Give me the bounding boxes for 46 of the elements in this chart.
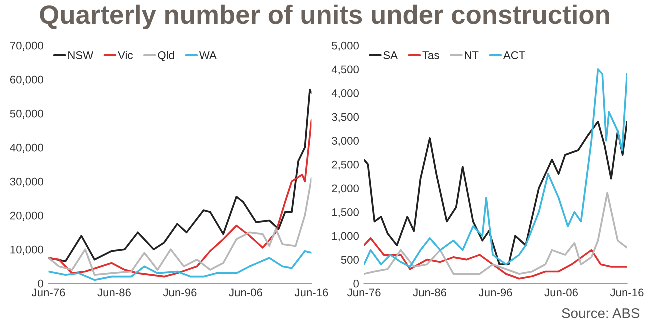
y-tick-label: 60,000 [10, 76, 44, 86]
line-series [364, 68, 628, 268]
y-tick-label: 0 [38, 280, 44, 288]
legend-label: Qld [158, 51, 174, 62]
source-note: Source: ABS [562, 308, 640, 318]
y-tick-label: 4,500 [332, 66, 359, 75]
x-tick-label: Jun-96 [163, 288, 197, 297]
x-tick-label: Jun-86 [98, 288, 131, 297]
line-series [48, 250, 312, 282]
y-tick-label: 3,500 [332, 113, 359, 122]
y-tick-label: 2,500 [332, 160, 359, 170]
x-tick-label: Jun-86 [413, 288, 447, 297]
y-tick-label: 500 [341, 256, 359, 264]
y-tick-label: 1,000 [332, 232, 359, 242]
line-series [48, 177, 312, 276]
legend-label: Vic [118, 51, 133, 60]
x-tick-label: Jun-16 [294, 288, 328, 297]
x-tick-label: Jun-16 [610, 288, 644, 297]
line-series [48, 120, 312, 278]
chart-title: Quarterly number of units under construction [40, 4, 610, 30]
legend-label: NT [465, 52, 479, 60]
line-series [364, 120, 628, 266]
legend-label: SA [384, 51, 398, 60]
x-tick-label: Jun-06 [229, 288, 262, 297]
x-tick-label: Jun-76 [347, 288, 381, 297]
y-tick-label: 40,000 [10, 144, 44, 154]
x-tick-label: Jun-96 [478, 288, 512, 297]
y-tick-label: 20,000 [10, 212, 44, 222]
y-tick-label: 2,000 [332, 184, 359, 194]
legend-label: NSW [68, 51, 94, 60]
x-tick-label: Jun-06 [544, 288, 578, 297]
legend-label: WA [199, 52, 217, 60]
y-tick-label: 50,000 [10, 110, 44, 120]
line-series [364, 192, 628, 276]
legend-label: ACT [503, 51, 526, 60]
y-tick-label: 70,000 [10, 42, 44, 52]
x-tick-label: Jun-76 [32, 288, 66, 297]
legend-label: Tas [422, 52, 440, 60]
y-tick-label: 5,000 [332, 42, 359, 52]
y-tick-label: 0 [354, 280, 359, 288]
y-tick-label: 4,000 [332, 90, 359, 99]
y-tick-label: 10,000 [10, 246, 44, 256]
y-tick-label: 30,000 [10, 178, 44, 188]
y-tick-label: 1,500 [332, 208, 359, 218]
y-tick-label: 3,000 [332, 137, 359, 146]
line-series [364, 238, 628, 280]
